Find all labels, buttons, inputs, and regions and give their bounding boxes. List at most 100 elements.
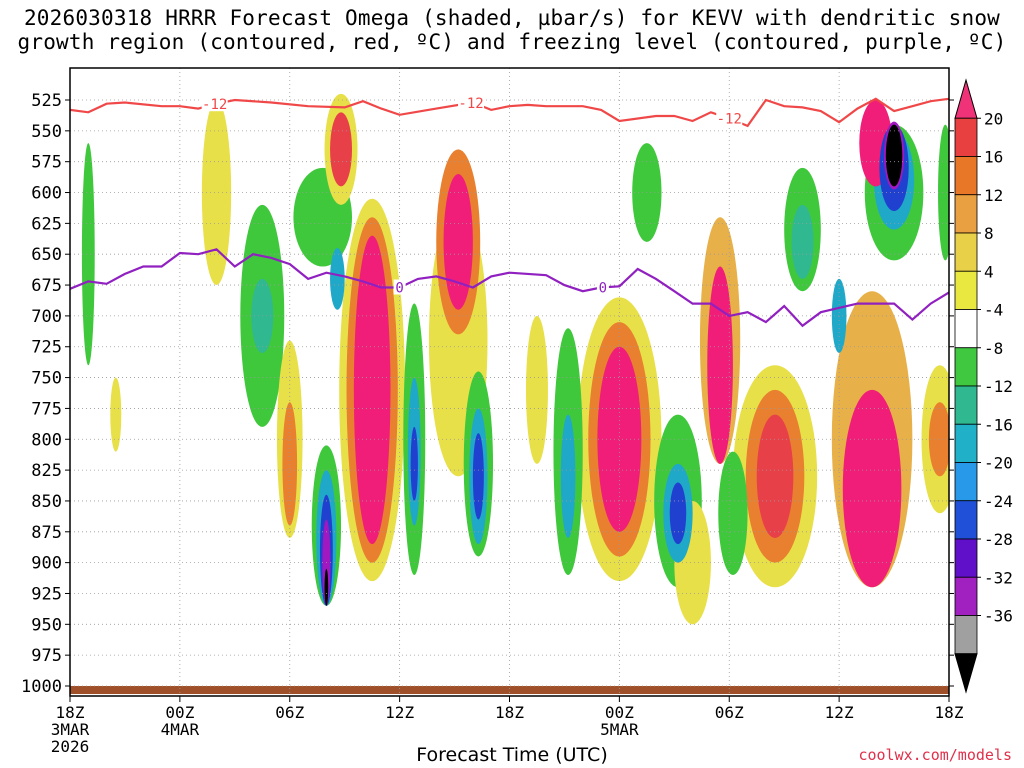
colorbar-label-0: 20	[984, 109, 1003, 128]
y-tick-label-19: 1000	[21, 677, 62, 697]
freezing-level-line	[70, 248, 949, 328]
colorbar-label-13: -36	[984, 607, 1013, 626]
colorbar-label-9: -20	[984, 454, 1013, 473]
x-tick-label-3: 12Z	[385, 703, 414, 722]
y-tick-label-18: 975	[31, 646, 62, 666]
colorbar-label-6: -8	[984, 339, 1003, 358]
omega-cell-55	[330, 248, 345, 310]
colorbar-label-1: 16	[984, 148, 1003, 167]
colorbar-top-triangle	[954, 78, 978, 119]
omega-cell-8	[597, 346, 642, 532]
colorbar-band-2	[954, 156, 978, 196]
contour-labels: -12 -12 -12 0 0	[201, 94, 743, 297]
colorbar-band-7	[954, 347, 978, 387]
y-tick-label-16: 925	[31, 584, 62, 604]
y-tick-label-6: 675	[31, 276, 62, 296]
colorbar-label-8: -16	[984, 415, 1013, 434]
omega-cell-35	[324, 568, 329, 606]
x-tick-sublabel-0-0: 3MAR	[51, 720, 90, 739]
dgz-contour-label-1: -12	[458, 96, 483, 112]
omega-cell-24	[110, 377, 122, 452]
fzl-contour-label-1: 0	[599, 280, 607, 296]
x-tick-label-8: 18Z	[935, 703, 964, 722]
colorbar-band-12	[954, 538, 978, 578]
x-tick-sublabel-0-1: 2026	[51, 737, 90, 756]
grid-lines	[70, 68, 949, 696]
y-tick-label-15: 900	[31, 554, 62, 574]
colorbar-label-2: 12	[984, 186, 1003, 205]
colorbar-band-1	[954, 117, 978, 157]
y-tick-label-8: 725	[31, 338, 62, 358]
omega-cell-23	[525, 315, 548, 464]
y-tick-label-2: 575	[31, 153, 62, 173]
x-tick-label-7: 12Z	[825, 703, 854, 722]
chart-title: 2026030318 HRRR Forecast Omega (shaded, …	[0, 6, 1024, 54]
colorbar-band-14	[954, 615, 978, 655]
x-tick-label-0: 18Z	[56, 703, 85, 722]
x-tick-label-1: 00Z	[165, 703, 194, 722]
ground-strip	[70, 686, 949, 694]
x-tick-label-6: 06Z	[715, 703, 744, 722]
fzl-label-bg-1	[596, 279, 609, 295]
colorbar-band-13	[954, 576, 978, 616]
y-tick-label-12: 825	[31, 461, 62, 481]
omega-cell-40	[560, 414, 576, 538]
colorbar-band-3	[954, 194, 978, 234]
colorbar-label-7: -12	[984, 377, 1013, 396]
y-tick-label-11: 800	[31, 430, 62, 450]
omega-cell-16	[842, 389, 902, 588]
colorbar-band-11	[954, 500, 978, 540]
omega-cell-3	[330, 112, 353, 187]
y-tick-label-9: 750	[31, 369, 62, 389]
omega-cell-43	[669, 482, 687, 545]
colorbar-bottom-triangle	[954, 653, 978, 694]
omega-cell-52	[791, 204, 814, 279]
colorbar-label-4: 4	[984, 262, 994, 281]
omega-cell-5	[443, 174, 473, 310]
y-tick-label-10: 775	[31, 399, 62, 419]
x-tick-label-4: 18Z	[495, 703, 524, 722]
x-tick-label-2: 06Z	[275, 703, 304, 722]
y-tick-label-4: 625	[31, 214, 62, 234]
colorbar-band-4	[954, 232, 978, 272]
omega-cell-54	[938, 124, 949, 261]
title-line-1: 2026030318 HRRR Forecast Omega (shaded, …	[23, 6, 1001, 30]
y-tick-label-14: 875	[31, 523, 62, 543]
omega-cell-21	[282, 402, 298, 526]
y-tick-label-1: 550	[31, 122, 62, 142]
colorbar-label-10: -24	[984, 492, 1013, 511]
colorbar-label-5: -4	[984, 301, 1003, 320]
omega-cell-25	[201, 100, 232, 286]
pressure-axis: 525 550 575 600 625 650 675 700 725 750 775 800 825 8…	[21, 91, 954, 697]
colorbar-band-9	[954, 423, 978, 463]
omega-cell-58	[831, 278, 847, 353]
y-tick-label-3: 600	[31, 184, 62, 204]
omega-cell-13	[756, 414, 794, 538]
fzl-contour-label-0: 0	[395, 281, 403, 297]
y-tick-label-0: 525	[31, 91, 62, 111]
omega-cell-38	[472, 433, 484, 520]
credit-text[interactable]: coolwx.com/models	[858, 746, 1012, 764]
x-tick-sublabel-1-0: 4MAR	[161, 720, 200, 739]
omega-cell-48	[885, 124, 903, 187]
omega-cell-57	[718, 451, 748, 575]
dgz-contour-label-0: -12	[202, 97, 227, 113]
y-tick-label-13: 850	[31, 492, 62, 512]
y-tick-label-5: 650	[31, 245, 62, 265]
dgz-label-bg-0	[201, 96, 228, 112]
x-tick-sublabel-5-0: 5MAR	[600, 720, 639, 739]
dgz-contour-label-2: -12	[717, 112, 742, 128]
colorbar: 20 16 12 8 4 -4 -8 -12 -16 -20 -24 -28 -32 -36	[954, 78, 1013, 694]
omega-cell-53	[81, 143, 95, 366]
x-axis-title: Forecast Time (UTC)	[416, 744, 608, 766]
colorbar-label-3: 8	[984, 224, 994, 243]
omega-cell-0	[353, 235, 391, 545]
colorbar-band-8	[954, 385, 978, 425]
y-tick-label-17: 950	[31, 615, 62, 635]
omega-cell-30	[410, 426, 418, 501]
colorbar-label-12: -32	[984, 568, 1013, 587]
dgz-label-bg-2	[716, 110, 743, 126]
colorbar-band-10	[954, 462, 978, 502]
